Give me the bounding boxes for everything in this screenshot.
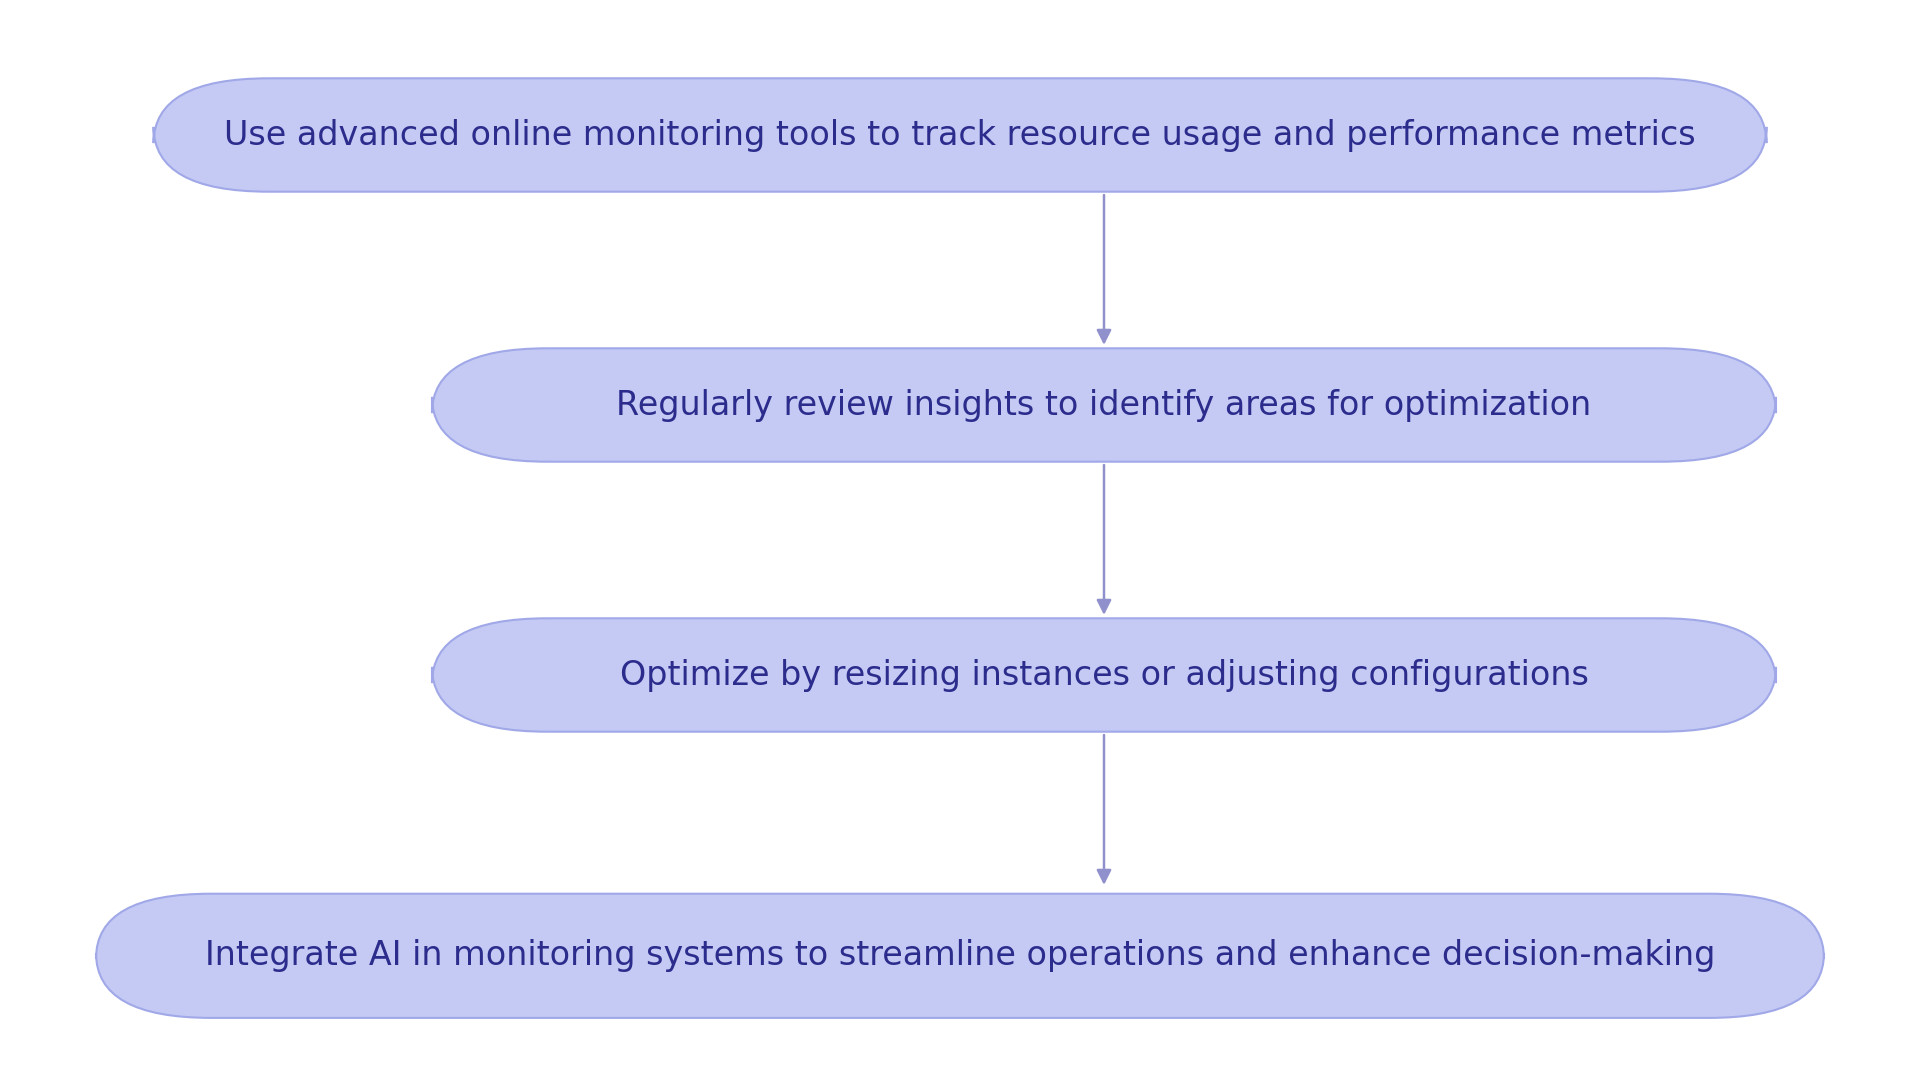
Text: Optimize by resizing instances or adjusting configurations: Optimize by resizing instances or adjust… [620,659,1588,691]
Text: Integrate AI in monitoring systems to streamline operations and enhance decision: Integrate AI in monitoring systems to st… [205,940,1715,972]
FancyBboxPatch shape [96,894,1824,1017]
Text: Use advanced online monitoring tools to track resource usage and performance met: Use advanced online monitoring tools to … [225,119,1695,151]
FancyBboxPatch shape [154,78,1766,192]
FancyBboxPatch shape [432,618,1776,732]
Text: Regularly review insights to identify areas for optimization: Regularly review insights to identify ar… [616,389,1592,421]
FancyBboxPatch shape [432,348,1776,462]
